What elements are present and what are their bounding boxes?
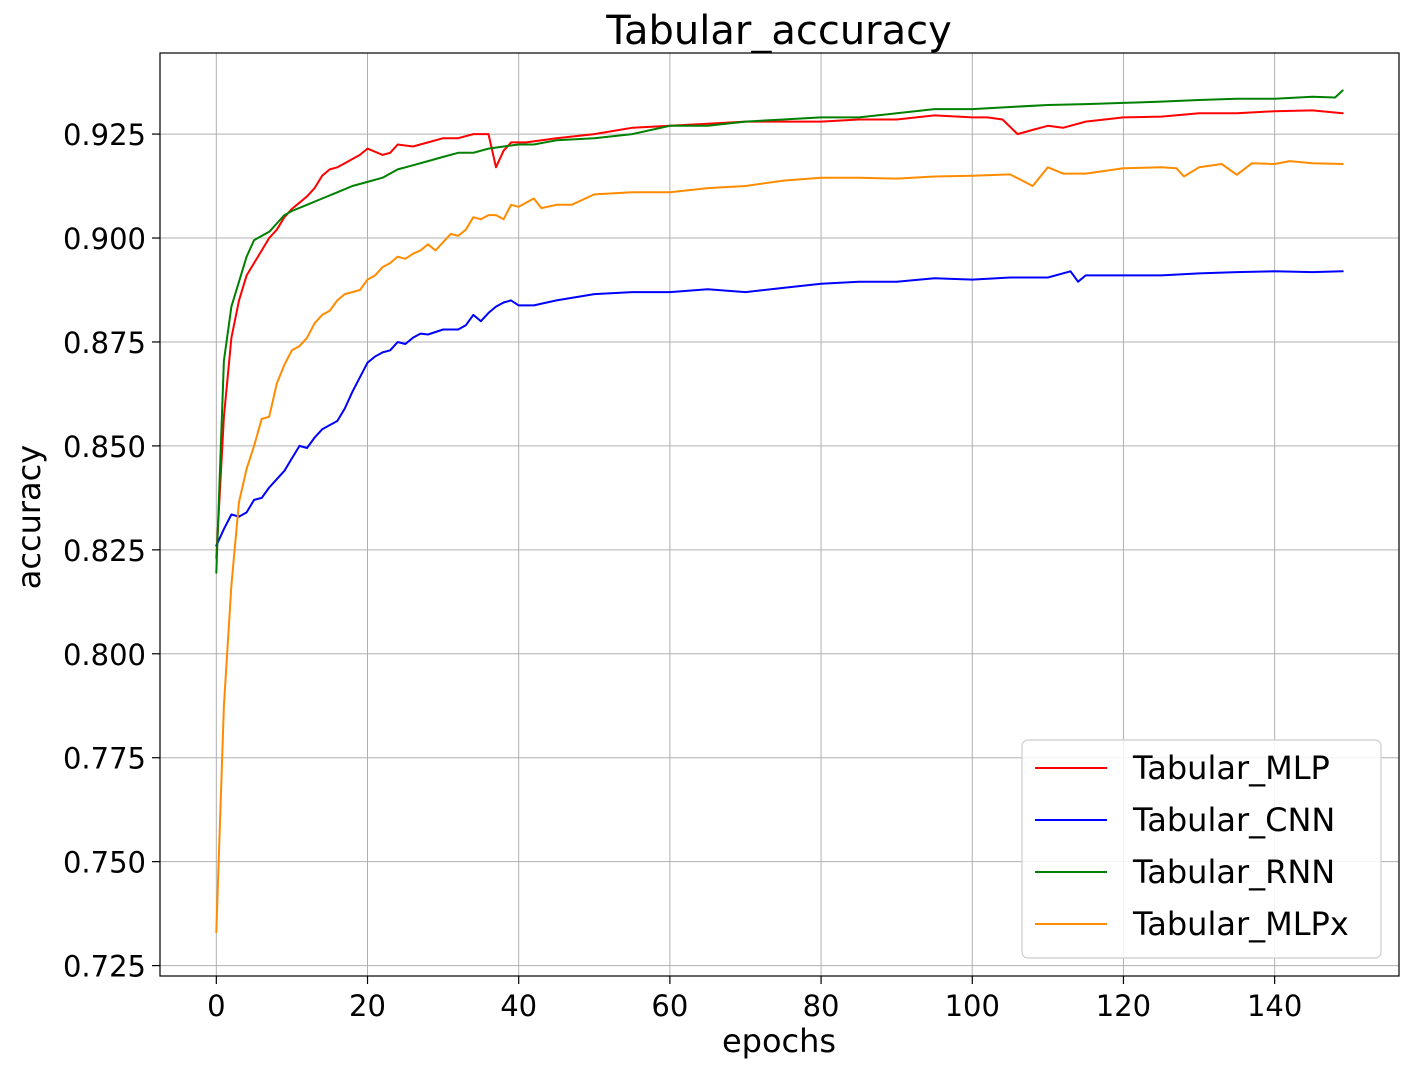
x-tick-label: 0	[207, 989, 225, 1023]
series-line-tabular-mlp	[215, 109, 1344, 560]
x-tick-label: 120	[1096, 989, 1151, 1023]
y-tick-label: 0.800	[63, 638, 146, 672]
x-tick-label: 20	[349, 989, 386, 1023]
series-line-tabular-cnn	[215, 270, 1344, 547]
legend-box	[1021, 739, 1382, 959]
y-tick-label: 0.925	[63, 118, 146, 152]
y-tick-label: 0.725	[63, 950, 146, 984]
chart-title: Tabular_accuracy	[605, 8, 952, 54]
series-line-tabular-mlpx	[215, 160, 1344, 934]
x-tick-label: 40	[500, 989, 537, 1023]
y-axis-ticks: 0.725 0.750 0.775 0.800 0.825 0.850 0.875 0.900…	[63, 118, 160, 984]
y-tick-label: 0.850	[63, 430, 146, 464]
x-axis-label: epochs	[722, 1022, 836, 1060]
legend-label: Tabular_MLP	[1132, 749, 1330, 787]
y-tick-label: 0.750	[63, 846, 146, 880]
x-tick-label: 100	[945, 989, 1000, 1023]
y-tick-label: 0.775	[63, 742, 146, 776]
series-layer	[215, 89, 1344, 934]
legend-label: Tabular_RNN	[1132, 853, 1335, 891]
x-tick-label: 60	[651, 989, 688, 1023]
x-axis-ticks: 0 20 40 60 80 100 120 140	[207, 976, 1302, 1023]
y-tick-label: 0.875	[63, 326, 146, 360]
y-axis-label: accuracy	[10, 445, 48, 589]
x-tick-label: 140	[1247, 989, 1302, 1023]
series-line-tabular-rnn	[215, 89, 1344, 574]
y-tick-label: 0.900	[63, 222, 146, 256]
legend-label: Tabular_CNN	[1132, 801, 1335, 839]
x-tick-label: 80	[803, 989, 840, 1023]
plot-frame	[159, 52, 1400, 977]
legend-label: Tabular_MLPx	[1132, 905, 1349, 943]
legend: Tabular_MLP Tabular_CNN Tabular_RNN Tabular…	[1021, 739, 1382, 959]
y-tick-label: 0.825	[63, 534, 146, 568]
